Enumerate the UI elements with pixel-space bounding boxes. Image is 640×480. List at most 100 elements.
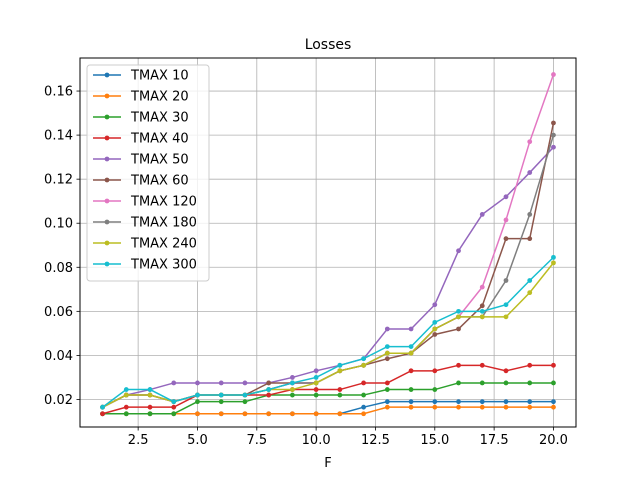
legend-entry: TMAX 50 bbox=[93, 153, 189, 168]
y-tick-label: 0.06 bbox=[44, 305, 73, 320]
data-point bbox=[527, 236, 533, 242]
data-point bbox=[479, 303, 485, 309]
data-point bbox=[456, 362, 461, 368]
data-point bbox=[337, 362, 343, 368]
data-point bbox=[171, 380, 177, 386]
grid-lines bbox=[80, 58, 576, 427]
data-point bbox=[479, 284, 485, 290]
data-point bbox=[147, 404, 153, 410]
data-point bbox=[266, 387, 272, 392]
data-point bbox=[432, 326, 438, 332]
data-point bbox=[551, 254, 556, 260]
data-point bbox=[432, 399, 438, 405]
data-point bbox=[290, 387, 295, 392]
legend-swatch-marker bbox=[104, 114, 110, 120]
x-tick-label: 10.0 bbox=[302, 433, 331, 448]
x-axis-label: F bbox=[324, 456, 331, 471]
data-point bbox=[195, 399, 200, 405]
legend: TMAX 10 TMAX 20 TMAX 30 TMAX 40 TMAX 50 TMAX … bbox=[86, 64, 210, 282]
data-point bbox=[384, 380, 390, 386]
data-point bbox=[456, 314, 461, 320]
legend-label: TMAX 10 bbox=[130, 69, 189, 84]
data-point bbox=[171, 399, 177, 405]
data-point bbox=[290, 375, 295, 380]
data-point bbox=[503, 278, 509, 283]
data-point bbox=[313, 375, 319, 380]
x-tick-label: 12.5 bbox=[361, 433, 390, 448]
data-point bbox=[408, 350, 414, 356]
data-point bbox=[527, 212, 533, 217]
data-point bbox=[503, 404, 509, 410]
data-point bbox=[290, 411, 295, 417]
y-tick-label: 0.12 bbox=[44, 173, 73, 188]
data-point bbox=[551, 132, 556, 138]
chart-title: Losses bbox=[305, 37, 352, 53]
legend-entry: TMAX 10 bbox=[93, 69, 189, 84]
data-point bbox=[123, 411, 129, 417]
legend-label: TMAX 240 bbox=[130, 237, 197, 252]
data-point bbox=[218, 399, 224, 405]
data-point bbox=[313, 387, 319, 392]
legend-entry: TMAX 20 bbox=[93, 90, 189, 105]
data-point bbox=[218, 392, 224, 398]
legend-swatch-marker bbox=[104, 93, 110, 99]
legend-swatch-marker bbox=[104, 219, 110, 225]
data-point bbox=[408, 326, 414, 332]
data-point bbox=[432, 319, 438, 325]
data-point bbox=[242, 392, 248, 398]
legend-entry: TMAX 300 bbox=[93, 258, 197, 273]
data-point bbox=[123, 387, 129, 392]
legend-entry: TMAX 30 bbox=[93, 111, 189, 126]
data-point bbox=[218, 380, 224, 386]
data-point bbox=[384, 399, 390, 405]
legend-swatch-marker bbox=[104, 135, 110, 141]
data-point bbox=[337, 387, 343, 392]
data-point bbox=[290, 392, 295, 398]
data-point bbox=[384, 350, 390, 356]
data-point bbox=[551, 362, 556, 368]
legend-label: TMAX 30 bbox=[130, 111, 189, 126]
data-point bbox=[408, 368, 414, 374]
data-point bbox=[456, 380, 461, 386]
data-point bbox=[361, 362, 366, 368]
data-point bbox=[456, 248, 461, 254]
data-point bbox=[147, 411, 153, 417]
y-tick-label: 0.02 bbox=[44, 393, 73, 408]
data-point bbox=[123, 404, 129, 410]
data-point bbox=[432, 387, 438, 392]
legend-swatch-marker bbox=[104, 72, 110, 78]
legend-entry: TMAX 60 bbox=[93, 174, 189, 189]
legend-entry: TMAX 180 bbox=[93, 216, 197, 231]
legend-swatch-marker bbox=[104, 177, 110, 183]
data-point bbox=[361, 356, 366, 362]
data-point bbox=[527, 290, 533, 296]
data-point bbox=[479, 362, 485, 368]
data-point bbox=[551, 260, 556, 266]
data-point bbox=[527, 362, 533, 368]
data-point bbox=[527, 139, 533, 145]
y-tick-label: 0.04 bbox=[44, 349, 73, 364]
data-point bbox=[503, 368, 509, 374]
data-point bbox=[100, 404, 105, 410]
data-point bbox=[123, 392, 129, 398]
data-point bbox=[551, 120, 556, 126]
data-point bbox=[337, 411, 343, 417]
data-point bbox=[432, 368, 438, 374]
data-point bbox=[527, 399, 533, 405]
data-point bbox=[408, 344, 414, 349]
data-point bbox=[551, 404, 556, 410]
legend-entry: TMAX 120 bbox=[93, 195, 197, 210]
y-tick-label: 0.08 bbox=[44, 261, 73, 276]
data-point bbox=[384, 404, 390, 410]
data-point bbox=[527, 380, 533, 386]
series-tmax-30 bbox=[100, 380, 556, 417]
data-point bbox=[527, 404, 533, 410]
y-axis-ticks: 0.02 0.04 0.06 0.08 0.10 0.12 0.14 0.16 bbox=[44, 85, 80, 408]
legend-label: TMAX 120 bbox=[130, 195, 197, 210]
x-tick-label: 15.0 bbox=[420, 433, 449, 448]
legend-swatch-marker bbox=[104, 198, 110, 204]
data-point bbox=[551, 144, 556, 150]
data-point bbox=[551, 380, 556, 386]
data-point bbox=[432, 302, 438, 308]
